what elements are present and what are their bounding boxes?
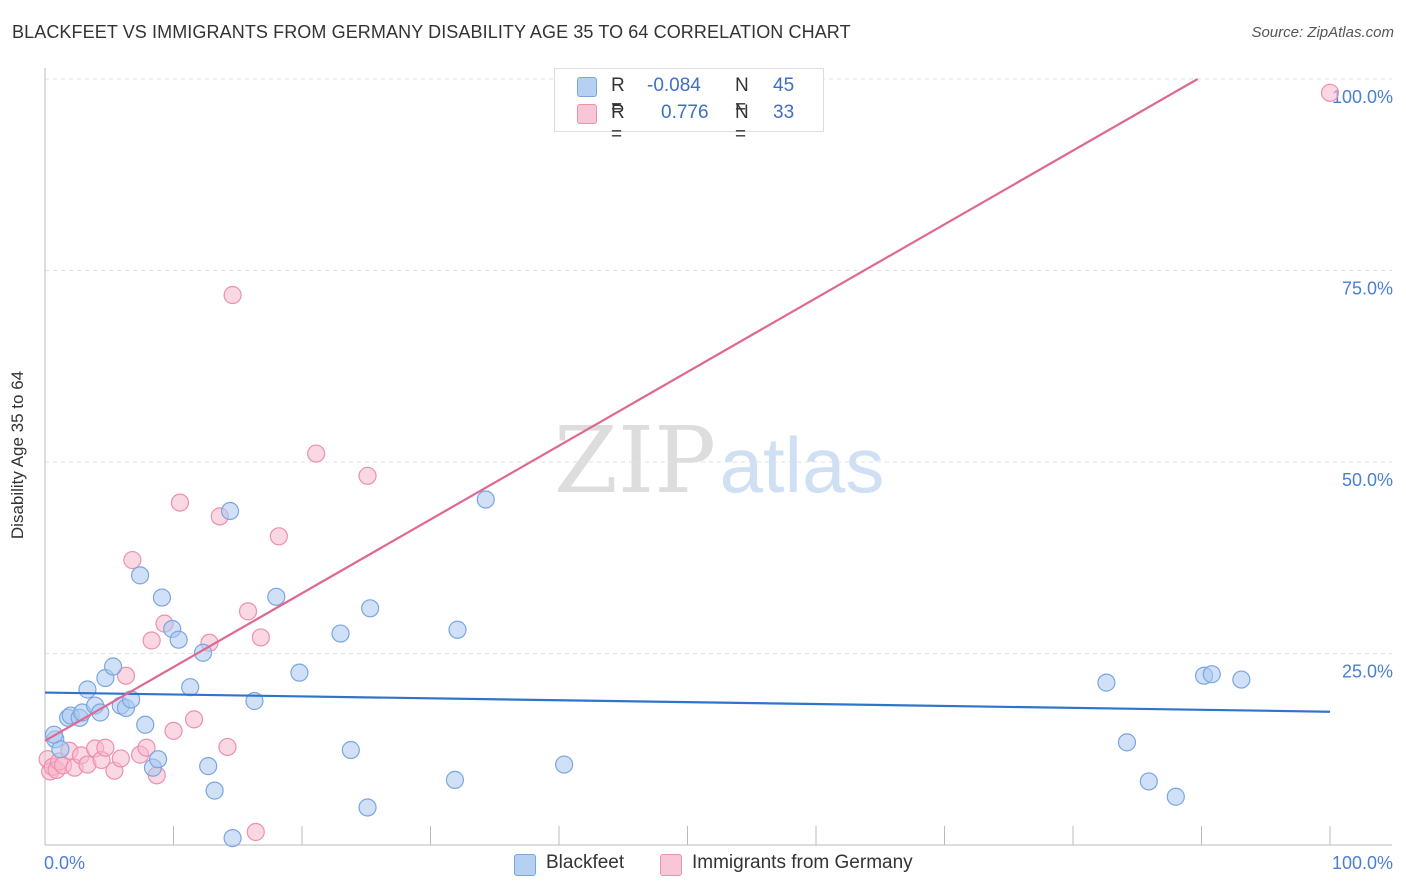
germany-point — [123, 550, 142, 570]
blackfeet-point — [205, 781, 224, 800]
bottom-legend-germany-swatch — [660, 854, 682, 876]
y-tick-label: 25.0% — [1342, 662, 1393, 682]
blackfeet-point — [130, 566, 150, 585]
blackfeet-point — [199, 757, 218, 776]
bottom-legend-germany-label: Immigrants from Germany — [692, 852, 913, 873]
blackfeet-point — [341, 740, 360, 760]
germany-point — [269, 527, 288, 546]
blackfeet-point — [104, 657, 123, 676]
germany-point — [164, 721, 183, 740]
germany-point — [238, 602, 258, 621]
blackfeet-n-label: N = — [735, 75, 749, 118]
germany-r-value: 0.776 — [661, 102, 709, 123]
blackfeet-point — [361, 599, 380, 618]
blackfeet-point — [445, 770, 465, 789]
blackfeet-point — [1166, 787, 1185, 806]
blackfeet-point — [331, 624, 350, 643]
blackfeet-point — [1097, 673, 1116, 692]
germany-point — [96, 738, 115, 757]
germany-swatch — [577, 104, 597, 124]
blackfeet-point — [148, 750, 168, 769]
germany-point — [1320, 83, 1340, 102]
x-tick-label-min: 0.0% — [44, 853, 85, 873]
germany-point — [170, 493, 190, 512]
germany-n-label: N = — [735, 102, 749, 145]
germany-n-value: 33 — [773, 102, 795, 123]
blackfeet-trend-line — [44, 691, 1331, 713]
germany-point — [358, 466, 377, 485]
blackfeet-point — [152, 588, 172, 607]
blackfeet-point — [358, 798, 377, 817]
blackfeet-point — [448, 620, 467, 639]
germany-point — [111, 749, 130, 768]
blackfeet-r-label: R = — [611, 75, 625, 118]
germany-point — [116, 666, 136, 685]
watermark-zip: ZIP — [554, 407, 716, 514]
watermark-atlas: atlas — [720, 421, 885, 509]
source-label: Source: ZipAtlas.com — [1251, 24, 1394, 41]
blackfeet-point — [290, 663, 309, 682]
stats-legend: R = -0.084 N = 45 R = 0.776 N = 33 — [554, 68, 824, 145]
germany-trend-line — [44, 78, 1199, 742]
blackfeet-point — [223, 829, 242, 848]
chart-title: BLACKFEET VS IMMIGRANTS FROM GERMANY DIS… — [12, 22, 851, 42]
blackfeet-point — [1117, 733, 1137, 752]
blackfeet-point — [1139, 772, 1158, 791]
blackfeet-point — [476, 490, 495, 509]
germany-r-label: R = — [611, 102, 625, 145]
blackfeet-point — [181, 678, 200, 697]
bottom-legend-blackfeet-swatch — [514, 854, 536, 876]
blackfeet-point — [169, 630, 188, 649]
blackfeet-point — [136, 715, 155, 734]
germany-point — [251, 628, 270, 647]
blackfeet-n-value: 45 — [773, 75, 795, 96]
blackfeet-point — [1202, 665, 1221, 684]
blackfeet-swatch — [577, 77, 597, 97]
x-tick-label-max: 100.0% — [1332, 853, 1393, 873]
germany-point — [246, 822, 265, 842]
blackfeet-r-value: -0.084 — [647, 75, 701, 96]
germany-point — [137, 738, 156, 757]
y-tick-label: 100.0% — [1332, 87, 1393, 107]
germany-point — [142, 631, 161, 650]
blackfeet-point — [555, 755, 574, 774]
bottom-legend: Blackfeet Immigrants from Germany — [514, 852, 954, 876]
germany-point — [223, 285, 242, 305]
blackfeet-point — [267, 587, 286, 606]
blackfeet-point — [91, 703, 110, 722]
germany-point — [184, 710, 204, 729]
germany-point — [307, 444, 326, 463]
blackfeet-point — [1232, 670, 1251, 689]
blackfeet-point — [220, 501, 240, 521]
blackfeet-point — [78, 680, 97, 699]
y-tick-label: 50.0% — [1342, 470, 1393, 490]
germany-point — [218, 737, 237, 757]
bottom-legend-blackfeet-label: Blackfeet — [546, 852, 625, 873]
y-tick-label: 75.0% — [1342, 279, 1393, 299]
